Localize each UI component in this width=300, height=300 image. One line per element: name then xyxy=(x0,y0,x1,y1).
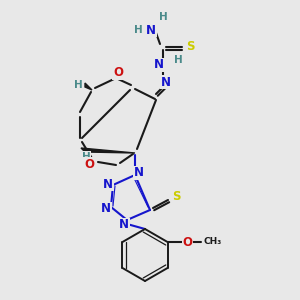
Text: N: N xyxy=(161,76,171,88)
Text: O: O xyxy=(113,67,123,80)
Polygon shape xyxy=(81,148,135,153)
Text: O: O xyxy=(84,158,94,170)
Polygon shape xyxy=(85,83,92,90)
Text: N: N xyxy=(119,218,129,232)
Text: H: H xyxy=(82,152,90,162)
Text: N: N xyxy=(103,178,113,190)
Text: O: O xyxy=(182,236,193,248)
Text: N: N xyxy=(146,23,156,37)
Text: S: S xyxy=(172,190,180,202)
Text: H: H xyxy=(174,55,182,65)
Text: N: N xyxy=(154,58,164,71)
Text: N: N xyxy=(101,202,111,215)
Text: CH₃: CH₃ xyxy=(203,238,222,247)
Text: H: H xyxy=(159,12,167,22)
Text: H: H xyxy=(74,80,82,90)
Text: S: S xyxy=(186,40,194,53)
Text: N: N xyxy=(134,167,144,179)
Text: H: H xyxy=(134,25,143,35)
